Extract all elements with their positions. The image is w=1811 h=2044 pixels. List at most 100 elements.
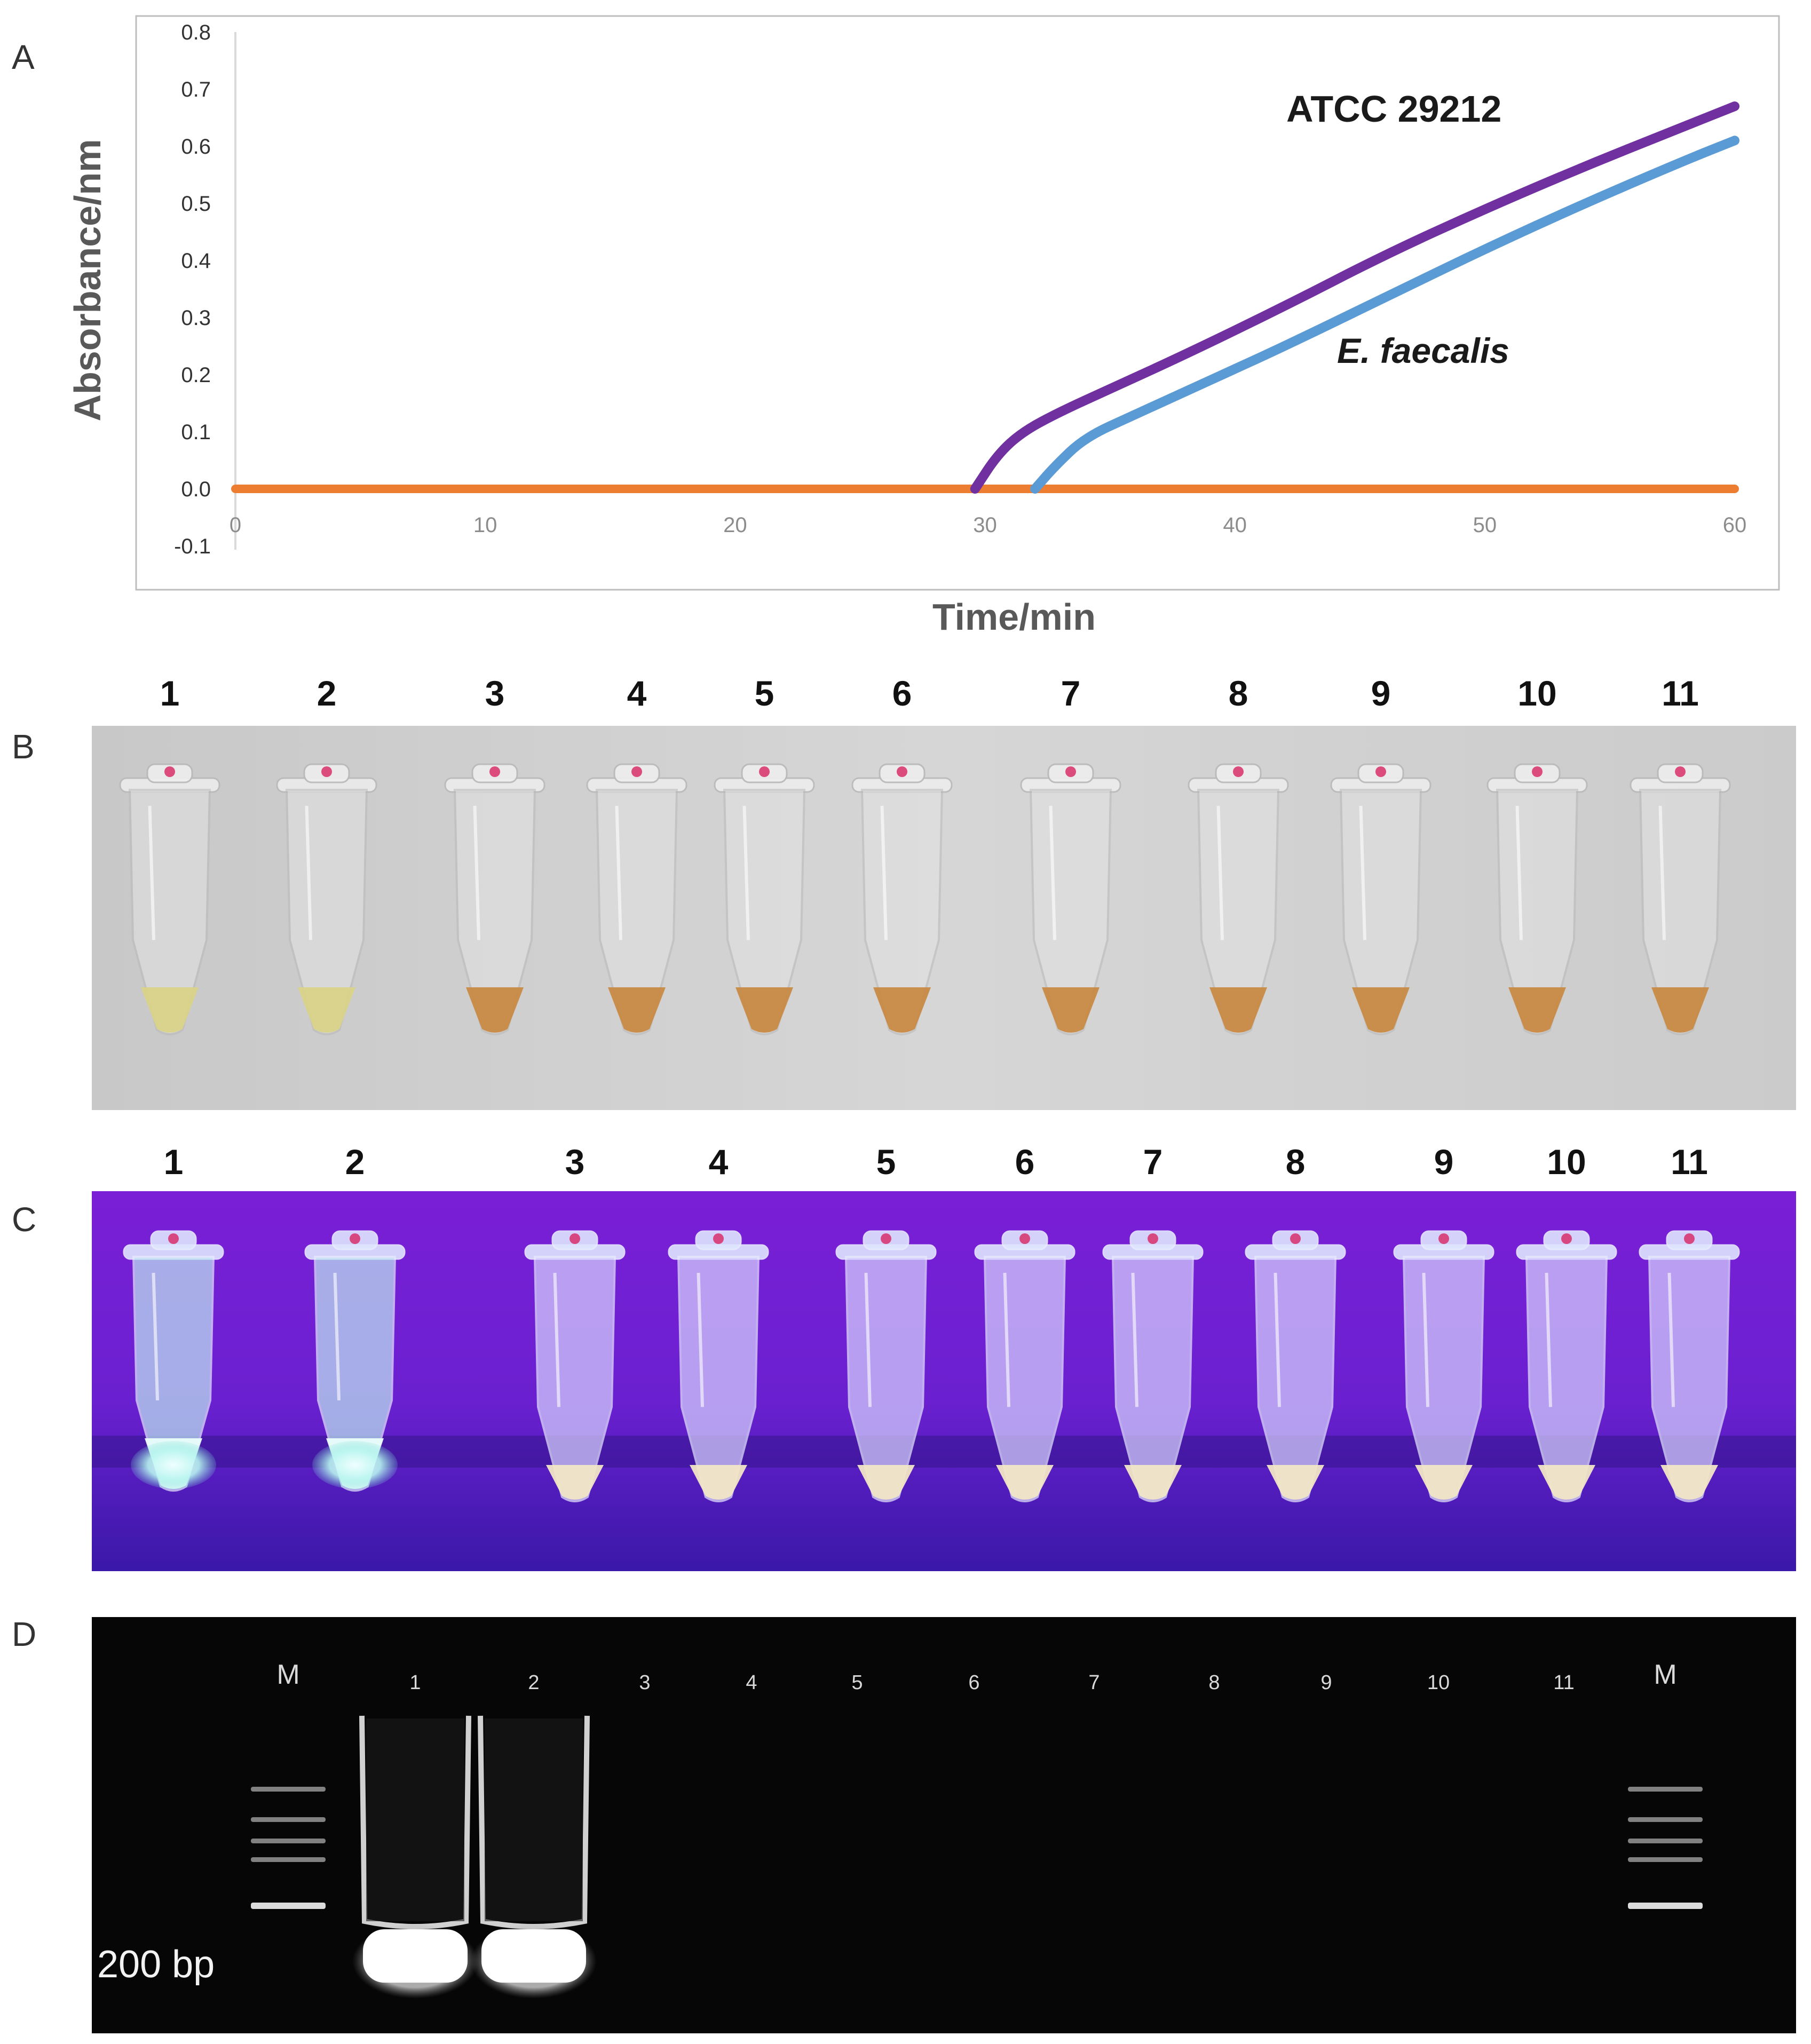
size-marker-label: 200 bp <box>97 1943 215 1986</box>
panel-c-lane-label: 7 <box>1143 1142 1163 1182</box>
panel-c: 1 2 3 4 5 6 7 8 9 10 11 <box>92 1142 1796 1571</box>
y-tick-label: 0.3 <box>181 306 211 330</box>
panel-a-chart: -0.1 0.0 0.1 0.2 0.3 0.4 0.5 0.6 0.7 0.8 0 10 20 30 4… <box>67 15 1780 638</box>
ladder-band <box>1628 1787 1703 1792</box>
pcr-product-band <box>481 1929 586 1983</box>
series-line-atcc-29212 <box>970 101 1739 494</box>
ladder-band <box>1628 1817 1703 1822</box>
panel-c-tube <box>1393 1230 1494 1502</box>
panel-b-lane-label: 4 <box>627 674 647 713</box>
y-tick-label: -0.1 <box>174 535 211 558</box>
panel-c-tube <box>524 1230 626 1502</box>
gel-image-bg <box>92 1617 1796 2033</box>
panel-b-tube <box>1020 763 1121 1035</box>
panel-b-tube <box>714 763 815 1035</box>
panel-b-lane-label: 6 <box>892 674 912 713</box>
panel-b-tube <box>119 763 220 1035</box>
ladder-band <box>251 1903 326 1909</box>
panel-letter-a: A <box>12 38 35 76</box>
gel-lane-label: 2 <box>528 1671 539 1694</box>
y-axis-title: Absorbance/nm <box>67 139 108 422</box>
panel-c-lane-label: 4 <box>709 1142 729 1182</box>
panel-b-tube <box>586 763 687 1035</box>
panel-b-tube <box>851 763 953 1035</box>
panel-b-lane-label: 5 <box>755 674 774 713</box>
panel-c-lane-label: 8 <box>1286 1142 1306 1182</box>
panel-c-lane-label: 3 <box>565 1142 585 1182</box>
chart-frame <box>135 15 1780 591</box>
ladder-band <box>251 1839 326 1843</box>
panel-b-lane-label: 2 <box>317 674 337 713</box>
x-tick-label: 50 <box>1473 513 1497 537</box>
pcr-product-band <box>363 1929 468 1983</box>
panel-letter-c: C <box>12 1200 37 1239</box>
ladder-band <box>251 1817 326 1822</box>
panel-c-tube <box>974 1230 1075 1502</box>
panel-b-lane-label: 3 <box>485 674 505 713</box>
gel-marker-lane-label: M <box>276 1659 299 1690</box>
y-tick-label: 0.8 <box>181 21 211 44</box>
panel-b-lane-label: 1 <box>160 674 180 713</box>
panel-b-lane-label: 10 <box>1517 674 1556 713</box>
y-tick-label: 0.1 <box>181 421 211 444</box>
panel-b-tube <box>1330 763 1432 1035</box>
gel-lane-label: 11 <box>1553 1671 1574 1694</box>
panel-c-lane-label: 2 <box>345 1142 365 1182</box>
x-tick-label: 10 <box>473 513 497 537</box>
x-tick-label: 20 <box>723 513 747 537</box>
x-tick-label: 60 <box>1723 513 1747 537</box>
gel-lane-label: 7 <box>1088 1671 1100 1694</box>
x-tick-label: 30 <box>973 513 997 537</box>
panel-c-tube <box>1516 1230 1617 1502</box>
panel-letter-d: D <box>12 1615 37 1653</box>
gel-lane-label: 5 <box>851 1671 863 1694</box>
gel-marker-lane-label: M <box>1654 1659 1676 1690</box>
panel-b-lane-label: 7 <box>1061 674 1081 713</box>
panel-c-tube <box>1102 1230 1204 1502</box>
panel-c-lane-label: 6 <box>1015 1142 1035 1182</box>
ladder-band <box>251 1787 326 1792</box>
y-tick-label: 0.5 <box>181 192 211 216</box>
gel-lane-label: 9 <box>1320 1671 1332 1694</box>
panel-b-lane-label: 11 <box>1662 674 1699 713</box>
panel-c-tube <box>1639 1230 1740 1502</box>
panel-b-lane-label: 8 <box>1229 674 1248 713</box>
panel-c-tube <box>668 1230 769 1502</box>
panel-b-lane-label: 9 <box>1371 674 1391 713</box>
y-tick-label: 0.0 <box>181 478 211 501</box>
x-tick-label: 0 <box>230 513 241 537</box>
gel-lane-label: 10 <box>1427 1671 1450 1694</box>
panel-c-lane-label: 9 <box>1434 1142 1454 1182</box>
panel-c-lane-label: 5 <box>876 1142 896 1182</box>
gel-lane-label: 8 <box>1208 1671 1220 1694</box>
y-tick-label: 0.7 <box>181 78 211 101</box>
panel-b-tube <box>1486 763 1588 1035</box>
gel-lane-label: 4 <box>746 1671 757 1694</box>
x-tick-label: 40 <box>1223 513 1247 537</box>
y-tick-label: 0.4 <box>181 249 211 273</box>
panel-c-tube <box>1245 1230 1346 1502</box>
panel-c-lane-label: 10 <box>1547 1142 1586 1182</box>
panel-b-tube <box>1188 763 1289 1035</box>
ladder-band <box>1628 1857 1703 1862</box>
y-tick-label: 0.6 <box>181 135 211 159</box>
annotation-atcc: ATCC 29212 <box>1286 88 1501 130</box>
x-axis-title: Time/min <box>932 596 1096 638</box>
ladder-band <box>1628 1903 1703 1909</box>
panel-c-lane-label: 11 <box>1671 1142 1708 1182</box>
gel-lane-label: 1 <box>409 1671 421 1694</box>
y-tick-label: 0.2 <box>181 363 211 387</box>
panel-c-lane-label: 1 <box>164 1142 184 1182</box>
panel-b-tube <box>444 763 545 1035</box>
panel-b: 1 2 3 4 5 6 7 8 9 10 11 <box>92 674 1796 1110</box>
panel-c-tube <box>835 1230 937 1502</box>
series-line-e-faecalis <box>1030 136 1739 494</box>
gel-lane-label: 6 <box>968 1671 979 1694</box>
ladder-band <box>251 1857 326 1862</box>
annotation-efaecalis: E. faecalis <box>1337 331 1509 370</box>
panel-b-tube <box>1630 763 1731 1035</box>
gel-lane-label: 3 <box>639 1671 650 1694</box>
panel-b-tube <box>276 763 377 1035</box>
panel-letter-b: B <box>12 727 35 766</box>
